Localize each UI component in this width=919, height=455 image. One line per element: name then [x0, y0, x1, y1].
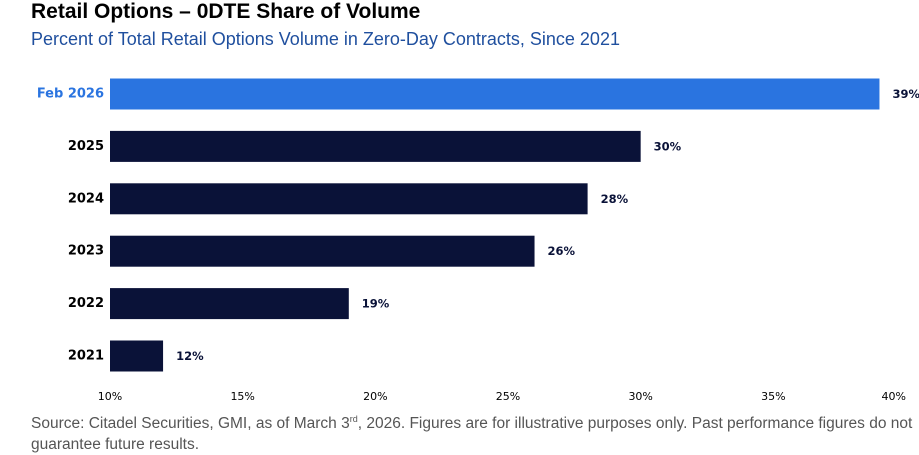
x-tick-label-10: 10%: [98, 390, 122, 403]
x-tick-label-30: 30%: [628, 390, 652, 403]
x-axis-ticks-group: 10% 15% 20% 25% 30% 35% 40%: [98, 390, 906, 403]
x-tick-label-15: 15%: [230, 390, 254, 403]
category-label-feb-2026: Feb 2026: [37, 87, 104, 102]
source-superscript: rd: [349, 413, 358, 424]
source-text-start: Source: Citadel Securities, GMI, as of M…: [31, 415, 350, 432]
category-label-2021: 2021: [68, 349, 104, 364]
x-tick-label-35: 35%: [761, 390, 785, 403]
category-label-2024: 2024: [68, 191, 104, 206]
category-label-2022: 2022: [68, 296, 104, 311]
source-text-end: , 2026. Figures are for illustrative pur…: [31, 415, 913, 453]
value-label-2025: 30%: [654, 139, 682, 153]
chart-title: Retail Options – 0DTE Share of Volume: [31, 0, 421, 23]
value-label-2024: 28%: [601, 192, 629, 206]
bar-feb-2026: [110, 78, 880, 110]
bar-chart: Feb 2026 2025 2024 2023 2022 2021 39% 30% 28% 26…: [37, 78, 919, 403]
category-label-2023: 2023: [68, 244, 104, 259]
bars-group: [110, 78, 880, 372]
value-label-2023: 26%: [548, 244, 576, 258]
bar-2022: [110, 288, 349, 320]
bar-2024: [110, 183, 588, 215]
bar-2021: [110, 340, 164, 372]
category-labels-group: Feb 2026 2025 2024 2023 2022 2021: [37, 87, 104, 364]
bar-2023: [110, 235, 535, 267]
bar-2025: [110, 130, 641, 162]
category-label-2025: 2025: [68, 139, 104, 154]
x-tick-label-40: 40%: [882, 390, 906, 403]
chart-subtitle: Percent of Total Retail Options Volume i…: [31, 29, 620, 49]
value-labels-group: 39% 30% 28% 26% 19% 12%: [176, 87, 919, 363]
value-label-feb-2026: 39%: [892, 87, 919, 101]
x-tick-label-20: 20%: [363, 390, 387, 403]
source-note: Source: Citadel Securities, GMI, as of M…: [31, 413, 917, 455]
x-tick-label-25: 25%: [496, 390, 520, 403]
value-label-2022: 19%: [362, 297, 390, 311]
value-label-2021: 12%: [176, 349, 204, 363]
